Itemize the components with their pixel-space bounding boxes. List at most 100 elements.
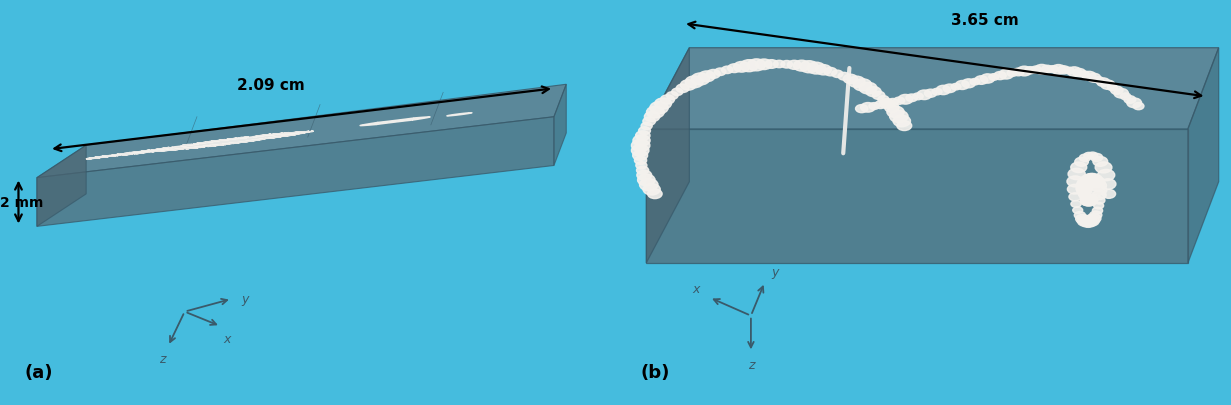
Circle shape [1057, 67, 1070, 75]
Circle shape [643, 118, 655, 126]
Text: (a): (a) [25, 363, 53, 381]
Circle shape [932, 89, 942, 96]
Circle shape [838, 73, 849, 81]
Text: z: z [159, 352, 165, 366]
Circle shape [1086, 174, 1097, 181]
Circle shape [698, 72, 715, 83]
Circle shape [747, 60, 766, 72]
Circle shape [1086, 214, 1101, 224]
Circle shape [1089, 211, 1102, 220]
Circle shape [634, 157, 646, 165]
Circle shape [993, 72, 1006, 81]
Circle shape [661, 96, 675, 105]
Circle shape [636, 162, 648, 170]
Circle shape [655, 99, 671, 110]
Circle shape [1081, 196, 1094, 206]
Circle shape [1081, 194, 1098, 205]
Circle shape [1077, 188, 1092, 197]
Circle shape [832, 71, 843, 78]
Circle shape [1126, 99, 1141, 109]
Circle shape [686, 77, 703, 89]
Text: (b): (b) [640, 363, 670, 381]
Text: y: y [241, 292, 249, 306]
Circle shape [892, 116, 911, 128]
Text: 2 mm: 2 mm [0, 196, 43, 209]
Polygon shape [646, 130, 1188, 263]
Circle shape [676, 85, 689, 93]
Circle shape [1075, 158, 1088, 167]
Polygon shape [86, 132, 314, 160]
Text: 2.09 cm: 2.09 cm [236, 78, 305, 93]
Circle shape [714, 69, 726, 76]
Circle shape [1087, 74, 1101, 83]
Circle shape [666, 92, 678, 100]
Circle shape [952, 84, 961, 91]
Circle shape [1081, 195, 1098, 207]
Circle shape [1087, 174, 1099, 182]
Circle shape [1080, 194, 1091, 200]
Circle shape [808, 63, 825, 75]
Circle shape [988, 75, 998, 81]
Circle shape [756, 60, 772, 70]
Circle shape [885, 103, 899, 113]
Circle shape [635, 132, 650, 141]
Circle shape [975, 77, 987, 85]
Polygon shape [646, 49, 689, 263]
Circle shape [794, 61, 810, 72]
Text: x: x [223, 333, 230, 345]
Circle shape [1080, 176, 1093, 185]
Circle shape [1085, 175, 1094, 181]
Circle shape [1034, 65, 1049, 75]
Circle shape [773, 61, 785, 68]
Circle shape [1082, 175, 1093, 183]
Circle shape [1078, 191, 1091, 199]
Circle shape [869, 103, 879, 110]
Polygon shape [554, 85, 566, 166]
Circle shape [1101, 179, 1117, 190]
Circle shape [970, 79, 980, 86]
Circle shape [955, 81, 969, 90]
Circle shape [650, 102, 668, 115]
Circle shape [1067, 177, 1083, 188]
Circle shape [998, 70, 1013, 80]
Circle shape [633, 151, 648, 161]
Circle shape [728, 65, 741, 73]
Circle shape [1083, 194, 1097, 204]
Circle shape [1072, 207, 1083, 214]
Text: z: z [747, 358, 755, 371]
Text: 3.65 cm: 3.65 cm [950, 13, 1019, 28]
Circle shape [1098, 170, 1115, 181]
Circle shape [1077, 178, 1093, 189]
Circle shape [1067, 68, 1081, 77]
Circle shape [1092, 208, 1103, 215]
Circle shape [1076, 215, 1089, 224]
Circle shape [1092, 191, 1107, 200]
Circle shape [1088, 175, 1102, 185]
Circle shape [890, 111, 908, 123]
Circle shape [873, 92, 885, 100]
Circle shape [878, 96, 889, 104]
Circle shape [865, 87, 881, 98]
Circle shape [843, 75, 858, 84]
Circle shape [1120, 94, 1131, 100]
Circle shape [1080, 217, 1097, 228]
Circle shape [1096, 162, 1112, 173]
Circle shape [1097, 79, 1110, 87]
Circle shape [648, 190, 662, 199]
Circle shape [924, 90, 937, 98]
Circle shape [816, 66, 831, 76]
Polygon shape [361, 117, 430, 126]
Circle shape [1083, 153, 1093, 160]
Circle shape [1072, 69, 1086, 78]
Circle shape [1093, 157, 1108, 167]
Circle shape [824, 68, 837, 77]
Circle shape [764, 60, 778, 69]
Circle shape [1108, 85, 1118, 92]
Circle shape [1051, 65, 1066, 75]
Circle shape [1093, 203, 1104, 209]
Circle shape [1069, 169, 1086, 180]
Circle shape [1133, 103, 1144, 111]
Circle shape [1093, 197, 1105, 205]
Circle shape [734, 62, 750, 73]
Circle shape [860, 103, 875, 113]
